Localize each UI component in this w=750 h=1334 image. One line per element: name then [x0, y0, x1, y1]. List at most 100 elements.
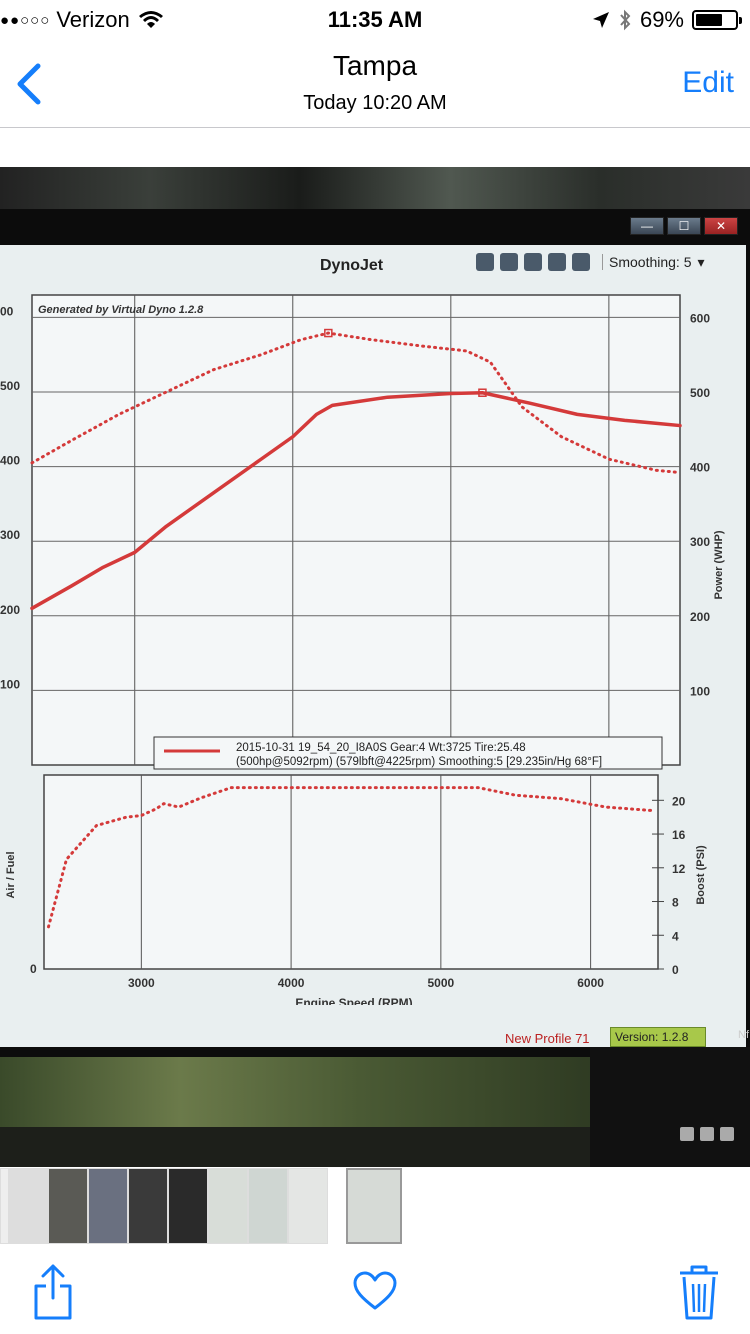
location-arrow-icon [592, 12, 609, 28]
thumbnail[interactable] [168, 1168, 208, 1244]
boost-tick-label: 12 [672, 862, 686, 876]
thumbnail-selected[interactable] [346, 1168, 402, 1244]
share-icon[interactable] [32, 1264, 74, 1320]
series-group [30, 328, 682, 929]
zoom-icon [476, 253, 494, 271]
chart-legend: 2015-10-31 19_54_20_I8A0S Gear:4 Wt:3725… [153, 736, 663, 770]
app-toolbar: Smoothing: 5 ▾ [476, 253, 705, 271]
system-tray [680, 1127, 734, 1141]
thumbnail[interactable] [48, 1168, 88, 1244]
upper-left-axis: 00 500 400 300 200 100 [0, 304, 20, 691]
power-dotted-line [30, 331, 682, 475]
smoothing-select: Smoothing: 5 [602, 254, 692, 270]
left-tick-label: 200 [0, 603, 20, 617]
minimize-icon: — [630, 217, 664, 235]
dyno-screen: DynoJet Smoothing: 5 ▾ Generated by Virt… [0, 245, 746, 1047]
lower-plot-area [43, 774, 659, 970]
generated-by-label: Generated by Virtual Dyno 1.2.8 [38, 304, 204, 316]
peak-marker [324, 328, 333, 338]
x-tick-label: 3000 [128, 976, 155, 990]
profile-label: New Profile 71 [505, 1031, 590, 1046]
power-tick-label: 600 [690, 311, 710, 325]
network-icon [700, 1127, 714, 1141]
power-tick-label: 200 [690, 610, 710, 624]
power-tick-label: 400 [690, 461, 710, 475]
status-indicators: 69% [592, 7, 742, 33]
app-title: DynoJet [320, 257, 384, 274]
navigation-bar: Tampa Today 10:20 AM Edit [0, 40, 750, 128]
version-box: Version: 1.2.8 [610, 1027, 706, 1047]
speaker-icon [720, 1127, 734, 1141]
peak-marker [478, 388, 487, 397]
boost-tick-label: 20 [672, 794, 686, 808]
boost-dotted-line [46, 786, 653, 929]
thumbnail[interactable] [208, 1168, 248, 1244]
power-solid-line [30, 390, 682, 611]
left-tick-label: 500 [0, 379, 20, 393]
x-tick-label: 5000 [428, 976, 455, 990]
tools-icon [500, 253, 518, 271]
photo-view[interactable]: — ☐ ✕ DynoJet Smoothing: 5 ▾ Generated b… [0, 167, 750, 1167]
upper-right-axis: 600 500 400 300 200 100 [690, 311, 710, 698]
carrier-name: Verizon [56, 7, 130, 32]
clipboard-icon [524, 253, 542, 271]
legend-line-1: 2015-10-31 19_54_20_I8A0S Gear:4 Wt:3725… [236, 742, 526, 754]
thumbnail[interactable] [288, 1168, 328, 1244]
air-fuel-axis-label: Air / Fuel [5, 851, 17, 898]
back-chevron-icon[interactable] [14, 62, 44, 106]
nav-title: Tampa [332, 50, 418, 81]
upper-grid [32, 295, 680, 765]
photo-background [0, 167, 750, 217]
wifi-icon [138, 11, 163, 28]
x-axis-label: Engine Speed (RPM) [295, 996, 412, 1005]
thumbnail[interactable] [128, 1168, 168, 1244]
window-controls: — ☐ ✕ [630, 217, 738, 235]
carrier-group: ●●○○○ Verizon [0, 7, 164, 33]
side-label: Nf [738, 1029, 749, 1041]
background-grass [0, 1057, 600, 1127]
save-icon [548, 253, 566, 271]
heart-icon[interactable] [352, 1270, 398, 1312]
thumbnail-strip[interactable] [0, 1168, 750, 1244]
signal-strength-icon: ●●○○○ [0, 11, 51, 29]
maximize-icon: ☐ [667, 217, 701, 235]
nav-subtitle: Today 10:20 AM [303, 92, 447, 114]
thumbnail[interactable] [248, 1168, 288, 1244]
bottom-toolbar [0, 1246, 750, 1334]
air-fuel-zero-tick: 0 [30, 962, 37, 976]
lower-right-axis: 20 16 12 8 4 0 [652, 794, 686, 977]
print-icon [572, 253, 590, 271]
legend-line-2: (500hp@5092rpm) (579lbft@4225rpm) Smooth… [236, 756, 602, 768]
dyno-chart: Generated by Virtual Dyno 1.2.8 00500400… [0, 294, 725, 1005]
upper-plot-area [31, 294, 681, 766]
x-tick-label: 6000 [577, 976, 604, 990]
thumbnail[interactable] [8, 1168, 48, 1244]
status-bar: ●●○○○ Verizon 11:35 AM 69% [0, 0, 750, 40]
left-tick-label: 300 [0, 528, 20, 542]
power-axis-label: Power (WHP) [713, 530, 725, 599]
edit-button[interactable]: Edit [682, 66, 734, 99]
lower-grid [140, 775, 592, 969]
chevron-down-icon: ▾ [697, 253, 705, 270]
boost-tick-label: 4 [672, 929, 679, 943]
power-tick-label: 100 [690, 684, 710, 698]
flag-icon [680, 1127, 694, 1141]
left-tick-label: 00 [0, 304, 14, 318]
boost-axis-label: Boost (PSI) [695, 845, 707, 905]
battery-percent: 69% [639, 7, 684, 32]
power-tick-label: 500 [690, 386, 710, 400]
x-axis-ticks: 3000 4000 5000 6000 [128, 976, 604, 990]
clock: 11:35 AM [327, 7, 423, 32]
boost-tick-label: 8 [672, 896, 679, 910]
taskbar-area [590, 1047, 750, 1167]
boost-tick-label: 16 [672, 828, 686, 842]
bluetooth-icon [620, 9, 631, 31]
trash-icon[interactable] [678, 1264, 720, 1320]
boost-tick-label: 0 [672, 963, 679, 977]
left-tick-label: 100 [0, 677, 20, 691]
power-tick-label: 300 [690, 535, 710, 549]
x-tick-label: 4000 [278, 976, 305, 990]
thumbnail[interactable] [88, 1168, 128, 1244]
battery-icon [692, 10, 742, 30]
close-icon: ✕ [704, 217, 738, 235]
